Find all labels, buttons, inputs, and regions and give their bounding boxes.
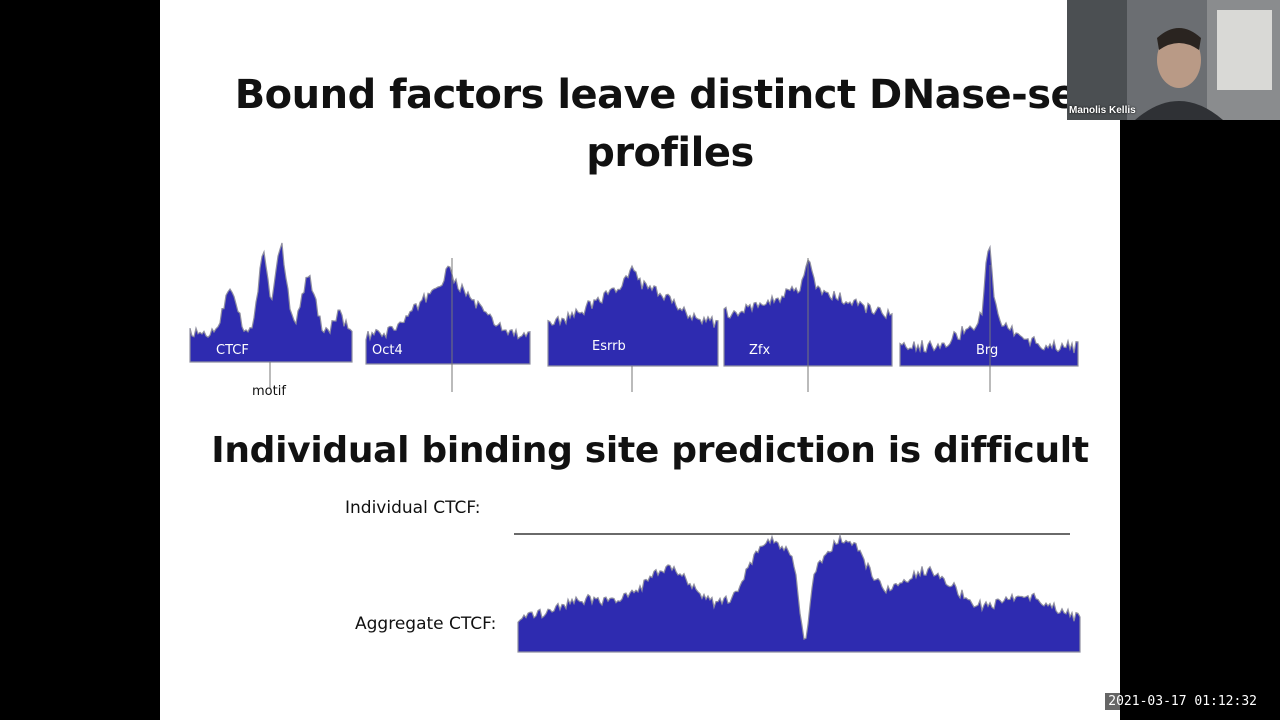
participant-name: Manolis Kellis xyxy=(1069,105,1136,116)
slide-title: Bound factors leave distinct DNase-seq p… xyxy=(220,66,1120,182)
individual-ctcf-label: Individual CTCF: xyxy=(345,498,481,518)
profile-label-esrrb: Esrrb xyxy=(592,339,626,354)
participant-video-feed xyxy=(1067,0,1280,120)
aggregate-ctcf-profile xyxy=(517,532,1081,653)
profile-label-zfx: Zfx xyxy=(749,343,771,358)
oct4-profile xyxy=(365,265,531,365)
profile-label-oct4: Oct4 xyxy=(372,343,403,358)
slide-title-line-1: Bound factors leave distinct DNase-seq xyxy=(234,72,1106,118)
slide-title-line-2: profiles xyxy=(586,130,754,176)
recording-timestamp: 2021-03-17 01:12:32 xyxy=(1105,693,1260,710)
motif-label: motif xyxy=(252,384,286,399)
profile-label-brg: Brg xyxy=(976,343,999,358)
presentation-slide: Bound factors leave distinct DNase-seq p… xyxy=(160,0,1120,720)
aggregate-ctcf-label: Aggregate CTCF: xyxy=(355,614,497,634)
brg-profile xyxy=(899,244,1079,367)
esrrb-profile xyxy=(547,264,719,367)
slide-subtitle: Individual binding site prediction is di… xyxy=(211,430,1089,471)
participant-video-tile[interactable]: Manolis Kellis xyxy=(1067,0,1280,120)
ctcf-profile xyxy=(189,242,353,363)
profile-label-ctcf: CTCF xyxy=(216,343,249,358)
dnase-profiles-figure xyxy=(189,242,1081,653)
